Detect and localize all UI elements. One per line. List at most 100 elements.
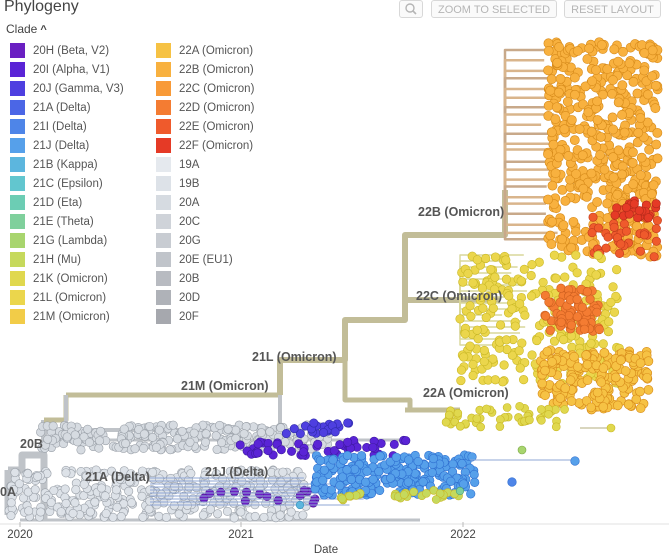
- tree-node[interactable]: [643, 213, 653, 223]
- tree-node[interactable]: [217, 438, 227, 448]
- tree-node[interactable]: [651, 236, 661, 246]
- tree-node[interactable]: [313, 439, 323, 449]
- tree-node[interactable]: [515, 363, 525, 373]
- tree-node[interactable]: [543, 65, 554, 76]
- tree-node[interactable]: [9, 485, 19, 495]
- tree-node[interactable]: [553, 87, 564, 98]
- tree-node[interactable]: [330, 427, 340, 437]
- tree-node[interactable]: [172, 434, 182, 444]
- tree-node[interactable]: [586, 168, 597, 179]
- tree-node[interactable]: [308, 498, 318, 508]
- tree-node[interactable]: [558, 335, 569, 345]
- tree-node[interactable]: [236, 465, 246, 475]
- tree-node[interactable]: [61, 468, 71, 478]
- legend-item[interactable]: 20B: [156, 269, 199, 288]
- tree-node[interactable]: [650, 103, 661, 114]
- tree-node[interactable]: [633, 127, 644, 138]
- tree-node[interactable]: [591, 270, 601, 280]
- tree-node[interactable]: [290, 477, 300, 487]
- tree-branch[interactable]: [503, 190, 546, 215]
- tree-node[interactable]: [592, 197, 603, 207]
- tree-node[interactable]: [137, 491, 147, 501]
- tree-node[interactable]: [144, 504, 154, 514]
- legend-item[interactable]: 22C (Omicron): [156, 79, 254, 98]
- tree-node[interactable]: [642, 117, 653, 128]
- tree-node[interactable]: [639, 230, 649, 240]
- tree-node[interactable]: [486, 265, 496, 275]
- tree-node[interactable]: [326, 485, 337, 495]
- tree-node[interactable]: [608, 75, 618, 85]
- tree-node[interactable]: [404, 455, 414, 465]
- tree-node[interactable]: [215, 420, 225, 430]
- tree-node[interactable]: [490, 252, 501, 262]
- tree-node[interactable]: [239, 429, 249, 439]
- tree-branch[interactable]: [503, 190, 546, 241]
- tree-node[interactable]: [546, 239, 557, 250]
- legend-item[interactable]: 20G: [156, 231, 201, 250]
- tree-node[interactable]: [592, 307, 602, 317]
- tree-node[interactable]: [278, 467, 288, 477]
- tree-node[interactable]: [592, 115, 603, 125]
- tree-node[interactable]: [591, 65, 601, 75]
- tree-node[interactable]: [23, 469, 33, 479]
- tree-node[interactable]: [259, 512, 269, 522]
- legend-item[interactable]: 20I (Alpha, V1): [10, 60, 110, 79]
- tree-node[interactable]: [547, 357, 557, 367]
- tree-node[interactable]: [608, 282, 618, 292]
- tree-node[interactable]: [520, 310, 530, 320]
- tree-node[interactable]: [612, 265, 622, 275]
- tree-node[interactable]: [151, 442, 161, 452]
- tree-node[interactable]: [200, 470, 210, 480]
- tree-node[interactable]: [540, 365, 550, 376]
- tree-node[interactable]: [273, 495, 283, 505]
- tree-node[interactable]: [455, 421, 465, 431]
- tree-node[interactable]: [577, 302, 587, 312]
- tree-node[interactable]: [609, 44, 620, 55]
- tree-node[interactable]: [526, 270, 536, 281]
- tree-node[interactable]: [139, 429, 149, 439]
- tree-node[interactable]: [517, 445, 527, 455]
- legend-item[interactable]: 21I (Delta): [10, 117, 87, 136]
- tree-node[interactable]: [560, 195, 571, 206]
- tree-node[interactable]: [611, 291, 621, 301]
- legend-item[interactable]: 22B (Omicron): [156, 60, 254, 79]
- tree-node[interactable]: [229, 498, 239, 508]
- tree-node[interactable]: [276, 445, 286, 455]
- tree-node[interactable]: [216, 487, 226, 497]
- tree-node[interactable]: [569, 351, 579, 362]
- tree-node[interactable]: [459, 479, 469, 489]
- tree-node[interactable]: [582, 359, 593, 370]
- tree-node[interactable]: [488, 354, 498, 364]
- tree-node[interactable]: [435, 489, 445, 498]
- tree-node[interactable]: [568, 216, 579, 227]
- tree-node[interactable]: [629, 199, 639, 209]
- tree-node[interactable]: [456, 375, 466, 386]
- tree-node[interactable]: [599, 164, 610, 175]
- tree-node[interactable]: [276, 477, 286, 487]
- tree-node[interactable]: [610, 372, 621, 383]
- tree-node[interactable]: [229, 487, 239, 497]
- tree-node[interactable]: [356, 451, 367, 461]
- tree-node[interactable]: [375, 451, 385, 461]
- tree-node[interactable]: [525, 415, 534, 425]
- tree-node[interactable]: [418, 477, 428, 487]
- tree-node[interactable]: [543, 194, 553, 205]
- tree-node[interactable]: [177, 426, 187, 436]
- tree-node[interactable]: [569, 72, 580, 83]
- tree-node[interactable]: [399, 490, 409, 499]
- tree-node[interactable]: [502, 403, 512, 412]
- tree-node[interactable]: [119, 424, 129, 434]
- tree-node[interactable]: [544, 409, 553, 419]
- tree-node[interactable]: [507, 350, 517, 360]
- tree-node[interactable]: [472, 255, 482, 265]
- tree-node[interactable]: [537, 416, 546, 425]
- tree-node[interactable]: [121, 439, 131, 449]
- tree-node[interactable]: [362, 466, 372, 476]
- tree-node[interactable]: [593, 223, 603, 233]
- tree-node[interactable]: [489, 284, 500, 294]
- tree-node[interactable]: [154, 474, 164, 484]
- tree-node[interactable]: [455, 486, 465, 496]
- tree-node[interactable]: [550, 114, 561, 124]
- tree-node[interactable]: [526, 291, 537, 301]
- tree-node[interactable]: [639, 48, 650, 58]
